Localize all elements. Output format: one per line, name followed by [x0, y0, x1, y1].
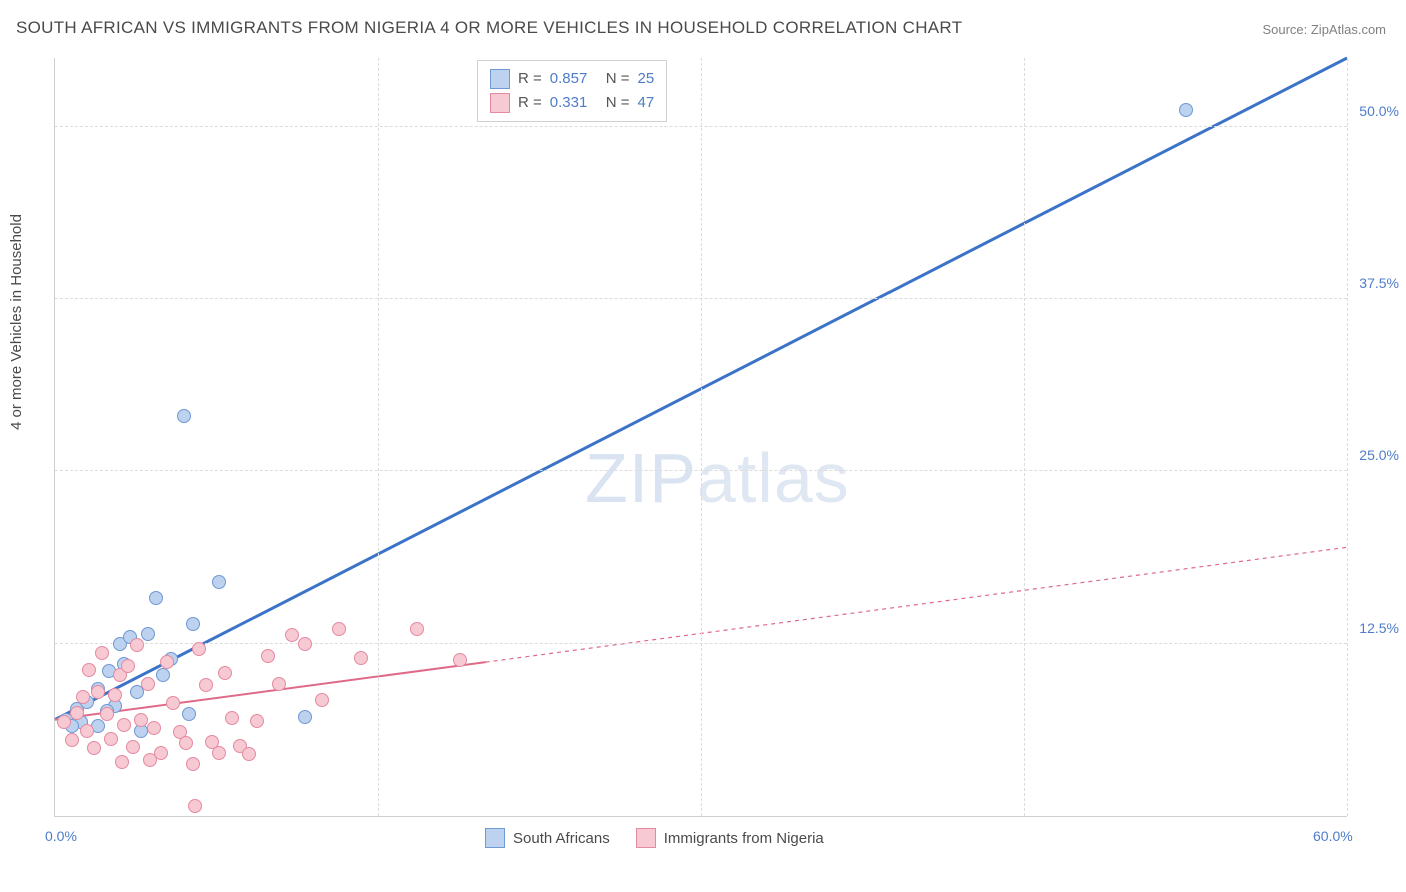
legend-label: South Africans	[513, 830, 610, 847]
data-point-ni	[354, 651, 368, 665]
data-point-ni	[65, 733, 79, 747]
data-point-ni	[80, 724, 94, 738]
data-point-ni	[95, 646, 109, 660]
data-point-sa	[1179, 103, 1193, 117]
data-point-ni	[143, 753, 157, 767]
data-point-ni	[199, 678, 213, 692]
correlation-legend: R = 0.857 N = 25 R = 0.331 N = 47	[477, 60, 667, 122]
data-point-ni	[225, 711, 239, 725]
data-point-ni	[104, 732, 118, 746]
legend-swatch	[485, 828, 505, 848]
data-point-sa	[186, 617, 200, 631]
data-point-ni	[218, 666, 232, 680]
data-point-sa	[212, 575, 226, 589]
scatter-plot: ZIPatlas R =0.857N =25R =0.331N =47 Sout…	[54, 58, 1347, 817]
x-tick-label: 60.0%	[1313, 828, 1353, 844]
legend-row-ni: R = 0.331 N = 47	[490, 91, 654, 115]
data-point-ni	[315, 693, 329, 707]
y-tick-label: 37.5%	[1353, 275, 1399, 291]
n-value: 47	[638, 91, 655, 115]
data-point-ni	[410, 622, 424, 636]
data-point-sa	[141, 627, 155, 641]
data-point-ni	[121, 659, 135, 673]
data-point-ni	[242, 747, 256, 761]
series-legend: South Africans Immigrants from Nigeria	[485, 828, 824, 848]
r-value: 0.857	[550, 67, 598, 91]
data-point-ni	[147, 721, 161, 735]
n-label: N =	[606, 67, 630, 91]
data-point-ni	[261, 649, 275, 663]
gridline-v	[1347, 58, 1348, 816]
n-value: 25	[638, 67, 655, 91]
data-point-sa	[156, 668, 170, 682]
gridline-v	[701, 58, 702, 816]
r-label: R =	[518, 67, 542, 91]
y-tick-label: 25.0%	[1353, 447, 1399, 463]
data-point-ni	[141, 677, 155, 691]
data-point-ni	[117, 718, 131, 732]
gridline-v	[378, 58, 379, 816]
data-point-ni	[82, 663, 96, 677]
data-point-ni	[134, 713, 148, 727]
legend-swatch	[490, 69, 510, 89]
data-point-ni	[57, 715, 71, 729]
data-point-ni	[70, 706, 84, 720]
data-point-ni	[179, 736, 193, 750]
data-point-ni	[250, 714, 264, 728]
data-point-ni	[76, 690, 90, 704]
data-point-ni	[212, 746, 226, 760]
legend-row-sa: R = 0.857 N = 25	[490, 67, 654, 91]
data-point-sa	[149, 591, 163, 605]
r-value: 0.331	[550, 91, 598, 115]
legend-item: South Africans	[485, 828, 610, 848]
data-point-sa	[182, 707, 196, 721]
r-label: R =	[518, 91, 542, 115]
source-attribution: Source: ZipAtlas.com	[1262, 22, 1386, 37]
data-point-ni	[285, 628, 299, 642]
data-point-ni	[192, 642, 206, 656]
data-point-ni	[188, 799, 202, 813]
data-point-ni	[130, 638, 144, 652]
data-point-ni	[126, 740, 140, 754]
n-label: N =	[606, 91, 630, 115]
legend-item: Immigrants from Nigeria	[636, 828, 824, 848]
x-tick-label: 0.0%	[45, 828, 77, 844]
data-point-sa	[177, 409, 191, 423]
chart-title: SOUTH AFRICAN VS IMMIGRANTS FROM NIGERIA…	[16, 18, 962, 38]
legend-swatch	[636, 828, 656, 848]
legend-swatch	[490, 93, 510, 113]
data-point-ni	[272, 677, 286, 691]
data-point-ni	[332, 622, 346, 636]
data-point-ni	[298, 637, 312, 651]
data-point-sa	[298, 710, 312, 724]
data-point-ni	[115, 755, 129, 769]
data-point-ni	[160, 655, 174, 669]
data-point-ni	[166, 696, 180, 710]
data-point-ni	[108, 688, 122, 702]
data-point-ni	[186, 757, 200, 771]
data-point-ni	[453, 653, 467, 667]
y-tick-label: 50.0%	[1353, 103, 1399, 119]
legend-label: Immigrants from Nigeria	[664, 830, 824, 847]
data-point-ni	[100, 707, 114, 721]
watermark: ZIPatlas	[585, 438, 850, 518]
gridline-v	[1024, 58, 1025, 816]
y-tick-label: 12.5%	[1353, 620, 1399, 636]
data-point-ni	[87, 741, 101, 755]
data-point-ni	[91, 685, 105, 699]
trend-line-ni-ext	[486, 547, 1347, 662]
y-axis-label: 4 or more Vehicles in Household	[8, 214, 25, 430]
